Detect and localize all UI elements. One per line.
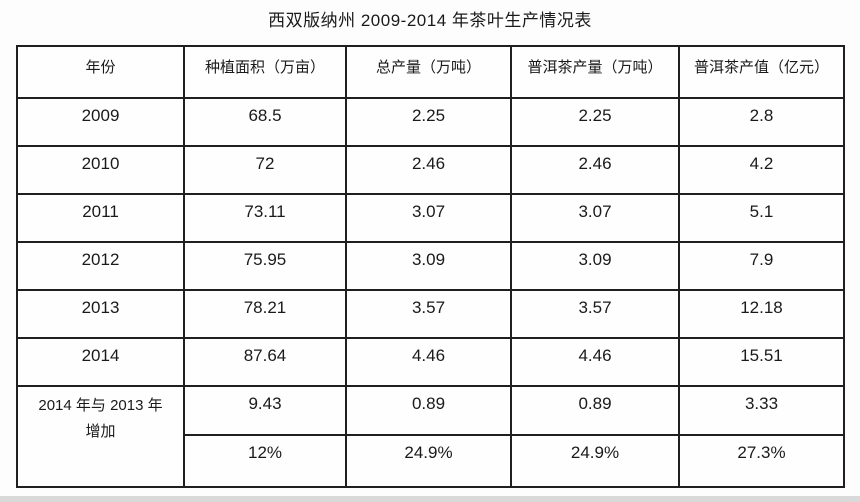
value-cell: 27.3% (678, 434, 845, 488)
header-cell-total-output: 总产量（万吨） (345, 45, 512, 99)
table-row-increase-percent: 12% 24.9% 24.9% 27.3% (17, 434, 845, 488)
tea-production-table: 年份 种植面积（万亩） 总产量（万吨） 普洱茶产量（万吨） 普洱茶产值（亿元） … (16, 45, 845, 488)
year-cell: 2012 (16, 241, 185, 291)
value-cell: 2.8 (678, 97, 845, 147)
value-cell: 12.18 (678, 289, 845, 339)
value-cell: 4.46 (510, 337, 680, 387)
value-cell: 0.89 (510, 385, 680, 436)
value-cell: 9.43 (183, 385, 347, 436)
value-cell: 24.9% (345, 434, 512, 488)
page-title: 西双版纳州 2009-2014 年茶叶生产情况表 (268, 11, 592, 30)
value-cell: 3.09 (510, 241, 680, 291)
value-cell: 3.57 (510, 289, 680, 339)
year-cell: 2009 (16, 97, 185, 147)
table-row-2011: 2011 73.11 3.07 3.07 5.1 (16, 193, 845, 243)
header-cell-year: 年份 (16, 45, 185, 99)
table-row-2010: 2010 72 2.46 2.46 4.2 (16, 145, 845, 195)
year-cell: 2014 (16, 337, 185, 387)
year-cell: 2010 (16, 145, 185, 195)
value-cell: 0.89 (345, 385, 512, 436)
table-row-increase-absolute: 2014 年与 2013 年 增加 9.43 0.89 0.89 3.33 (16, 385, 845, 488)
increase-label-cell: 2014 年与 2013 年 增加 (16, 385, 185, 488)
value-cell: 2.25 (345, 97, 512, 147)
year-cell: 2013 (16, 289, 185, 339)
value-cell: 68.5 (183, 97, 347, 147)
value-cell: 15.51 (678, 337, 845, 387)
table-row-2013: 2013 78.21 3.57 3.57 12.18 (16, 289, 845, 339)
image-bottom-edge (0, 496, 860, 502)
value-cell: 75.95 (183, 241, 347, 291)
value-cell: 3.07 (345, 193, 512, 243)
value-cell: 12% (183, 434, 347, 488)
header-cell-planting-area: 种植面积（万亩） (183, 45, 347, 99)
table-row-2014: 2014 87.64 4.46 4.46 15.51 (16, 337, 845, 387)
value-cell: 3.57 (345, 289, 512, 339)
value-cell: 87.64 (183, 337, 347, 387)
header-row: 年份 种植面积（万亩） 总产量（万吨） 普洱茶产量（万吨） 普洱茶产值（亿元） (16, 45, 845, 99)
value-cell: 78.21 (183, 289, 347, 339)
value-cell: 24.9% (510, 434, 680, 488)
value-cell: 2.46 (510, 145, 680, 195)
value-cell: 5.1 (678, 193, 845, 243)
value-cell: 4.46 (345, 337, 512, 387)
value-cell: 7.9 (678, 241, 845, 291)
value-cell: 4.2 (678, 145, 845, 195)
year-cell: 2011 (16, 193, 185, 243)
value-cell: 2.46 (345, 145, 512, 195)
value-cell: 3.07 (510, 193, 680, 243)
value-cell: 2.25 (510, 97, 680, 147)
value-cell: 73.11 (183, 193, 347, 243)
value-cell: 3.09 (345, 241, 512, 291)
header-cell-puer-output: 普洱茶产量（万吨） (510, 45, 680, 99)
value-cell: 3.33 (678, 385, 845, 436)
header-cell-puer-value: 普洱茶产值（亿元） (678, 45, 845, 99)
table-row-2012: 2012 75.95 3.09 3.09 7.9 (16, 241, 845, 291)
table-row-2009: 2009 68.5 2.25 2.25 2.8 (16, 97, 845, 147)
value-cell: 72 (183, 145, 347, 195)
